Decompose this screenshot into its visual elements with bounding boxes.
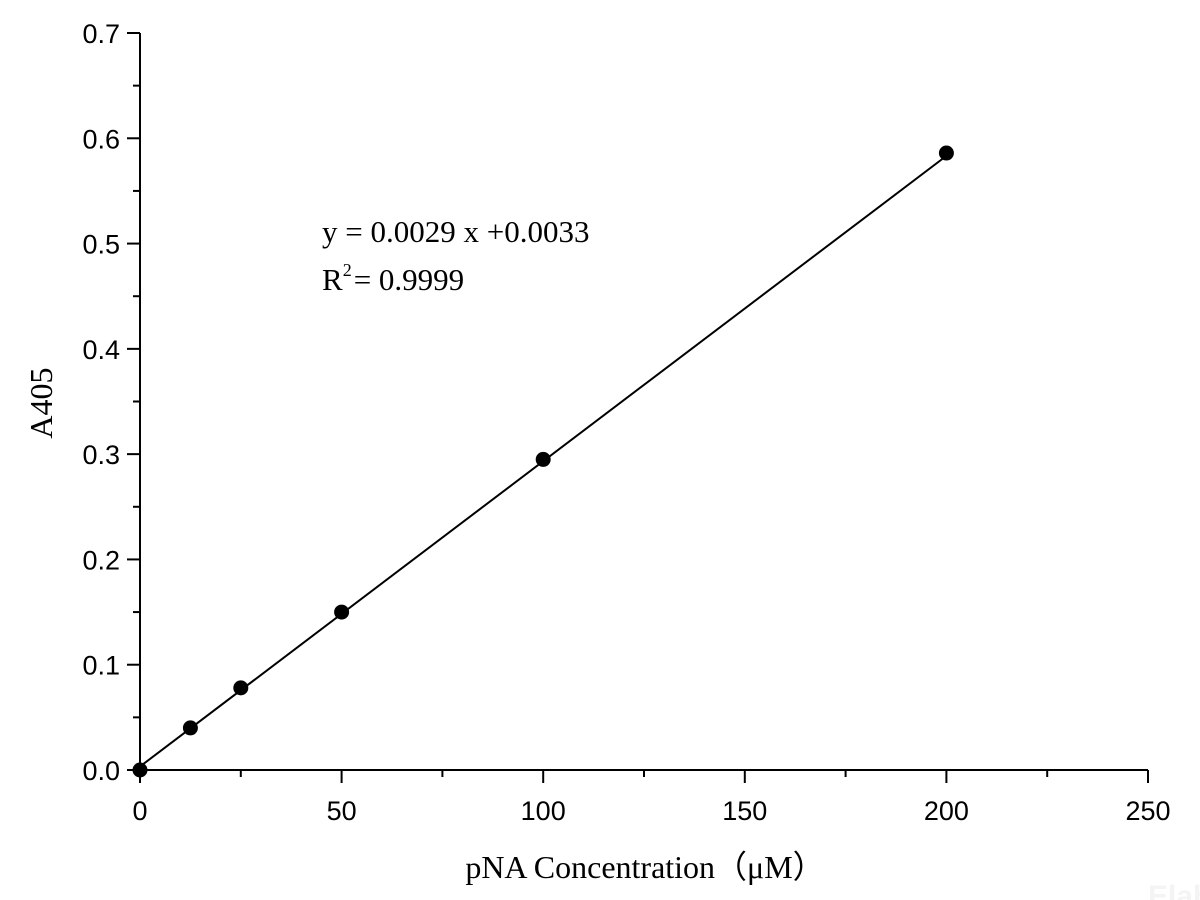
x-tick-label: 50: [327, 796, 357, 826]
data-points: [132, 145, 954, 778]
equation-label: y = 0.0029 x +0.0033: [322, 214, 589, 249]
x-axis-ticks: 0 50 100 150 200 250: [132, 770, 1171, 826]
data-point: [233, 680, 249, 696]
data-point: [535, 451, 551, 467]
x-tick-label: 0: [132, 796, 147, 826]
x-tick-label: 150: [722, 796, 767, 826]
y-tick-label: 0.1: [82, 651, 120, 681]
data-point: [334, 604, 350, 620]
y-tick-label: 0.4: [82, 335, 120, 365]
data-point: [938, 145, 954, 161]
y-tick-label: 0.2: [82, 545, 120, 575]
x-tick-label: 200: [924, 796, 969, 826]
data-point: [132, 762, 148, 778]
y-tick-label: 0.5: [82, 230, 120, 260]
y-tick-label: 0.7: [82, 19, 120, 49]
y-tick-label: 0.3: [82, 440, 120, 470]
data-point: [182, 720, 198, 736]
r-squared-annotation: R2= 0.9999: [322, 260, 464, 297]
x-axis-label: pNA Concentration（μM）: [465, 849, 824, 885]
x-tick-label: 250: [1125, 796, 1170, 826]
r2-superscript: 2: [343, 260, 352, 280]
r2-value: = 0.9999: [354, 262, 464, 297]
y-axis-ticks: 0.0 0.1 0.2 0.3 0.4 0.5 0.6 0.7: [82, 19, 140, 786]
y-tick-label: 0.6: [82, 124, 120, 154]
y-axis-label: A405: [23, 367, 59, 438]
watermark-text: Elab: [1148, 880, 1200, 900]
r2-letter: R: [322, 262, 343, 297]
y-tick-label: 0.0: [82, 756, 120, 786]
x-tick-label: 100: [521, 796, 566, 826]
